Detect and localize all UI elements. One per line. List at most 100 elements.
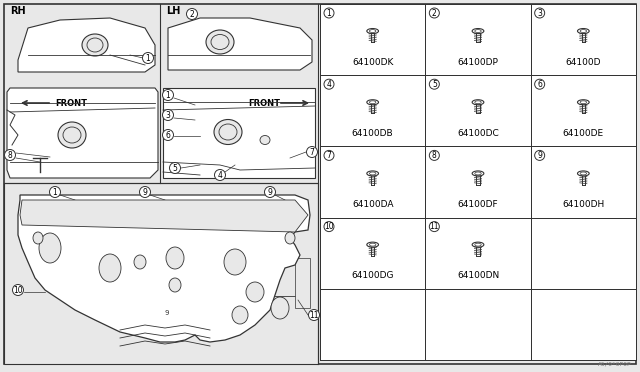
Text: 5: 5: [432, 80, 436, 89]
Ellipse shape: [224, 249, 246, 275]
Ellipse shape: [169, 278, 181, 292]
Circle shape: [4, 150, 15, 160]
Text: 64100DK: 64100DK: [352, 58, 394, 67]
Text: 64100DA: 64100DA: [352, 200, 394, 209]
Ellipse shape: [580, 30, 586, 32]
Bar: [105, 125, 120, 147]
Ellipse shape: [475, 30, 481, 32]
Ellipse shape: [219, 124, 237, 140]
Circle shape: [429, 8, 439, 18]
Ellipse shape: [39, 233, 61, 263]
Circle shape: [143, 52, 154, 64]
Circle shape: [163, 129, 173, 141]
Text: 64100DE: 64100DE: [563, 129, 604, 138]
Ellipse shape: [82, 34, 108, 56]
Ellipse shape: [367, 171, 378, 176]
Circle shape: [324, 222, 334, 232]
Circle shape: [429, 150, 439, 160]
Text: 64100DG: 64100DG: [351, 272, 394, 280]
Ellipse shape: [214, 119, 242, 144]
Text: 9: 9: [164, 310, 169, 316]
Ellipse shape: [246, 282, 264, 302]
Circle shape: [324, 8, 334, 18]
Ellipse shape: [580, 101, 586, 104]
Bar: [4, 183, 318, 364]
Ellipse shape: [206, 30, 234, 54]
Text: 3: 3: [537, 9, 542, 18]
Text: 9: 9: [268, 188, 273, 197]
Bar: [295, 258, 310, 308]
Circle shape: [324, 150, 334, 160]
Text: 64100DF: 64100DF: [458, 200, 499, 209]
Text: 64100DH: 64100DH: [562, 200, 604, 209]
Text: 64100DB: 64100DB: [352, 129, 394, 138]
Circle shape: [429, 79, 439, 89]
Text: 11: 11: [309, 311, 319, 320]
Circle shape: [429, 222, 439, 232]
Circle shape: [186, 9, 198, 19]
Text: 64100DP: 64100DP: [458, 58, 499, 67]
Circle shape: [13, 285, 24, 295]
Ellipse shape: [475, 172, 481, 175]
Text: 10: 10: [13, 286, 23, 295]
Bar: [270, 125, 284, 145]
Text: 6: 6: [537, 80, 542, 89]
Bar: [268, 258, 298, 296]
Circle shape: [163, 90, 173, 100]
Text: 7: 7: [326, 151, 332, 160]
Text: 1: 1: [326, 9, 332, 18]
Ellipse shape: [369, 30, 376, 32]
Bar: [270, 148, 310, 164]
Circle shape: [534, 8, 545, 18]
Ellipse shape: [475, 101, 481, 104]
Ellipse shape: [260, 135, 270, 144]
Ellipse shape: [472, 100, 484, 105]
Text: 64100DC: 64100DC: [457, 129, 499, 138]
Ellipse shape: [577, 171, 589, 176]
Text: 6: 6: [166, 131, 170, 140]
Circle shape: [307, 147, 317, 157]
Ellipse shape: [99, 254, 121, 282]
Text: 64100D: 64100D: [566, 58, 601, 67]
Ellipse shape: [211, 35, 229, 49]
Polygon shape: [168, 18, 312, 70]
Ellipse shape: [285, 232, 295, 244]
Ellipse shape: [58, 122, 86, 148]
Text: 2: 2: [432, 9, 436, 18]
Ellipse shape: [367, 242, 378, 247]
Polygon shape: [163, 88, 315, 178]
Polygon shape: [18, 195, 310, 342]
Text: 11: 11: [429, 222, 439, 231]
Ellipse shape: [369, 243, 376, 246]
Polygon shape: [18, 18, 155, 72]
Ellipse shape: [580, 172, 586, 175]
Circle shape: [170, 163, 180, 173]
Bar: [320, 4, 636, 360]
Polygon shape: [7, 88, 158, 178]
Text: FRONT: FRONT: [55, 99, 87, 108]
Text: 7: 7: [310, 148, 314, 157]
Circle shape: [214, 170, 225, 180]
Ellipse shape: [472, 242, 484, 247]
Text: 1: 1: [166, 91, 170, 100]
Ellipse shape: [475, 243, 481, 246]
Text: 64100DN: 64100DN: [457, 272, 499, 280]
Circle shape: [308, 310, 319, 321]
Ellipse shape: [134, 255, 146, 269]
Text: 1: 1: [146, 54, 150, 63]
Ellipse shape: [367, 100, 378, 105]
Ellipse shape: [369, 101, 376, 104]
Ellipse shape: [232, 306, 248, 324]
Text: RH: RH: [10, 6, 26, 16]
Text: A6/0*0P0P: A6/0*0P0P: [598, 361, 632, 366]
Ellipse shape: [33, 232, 43, 244]
Circle shape: [163, 109, 173, 121]
Ellipse shape: [271, 297, 289, 319]
Ellipse shape: [577, 100, 589, 105]
Text: 4: 4: [218, 171, 223, 180]
Ellipse shape: [166, 247, 184, 269]
Circle shape: [534, 150, 545, 160]
Text: 9: 9: [537, 151, 542, 160]
Bar: [155, 300, 179, 326]
Text: 10: 10: [324, 222, 334, 231]
